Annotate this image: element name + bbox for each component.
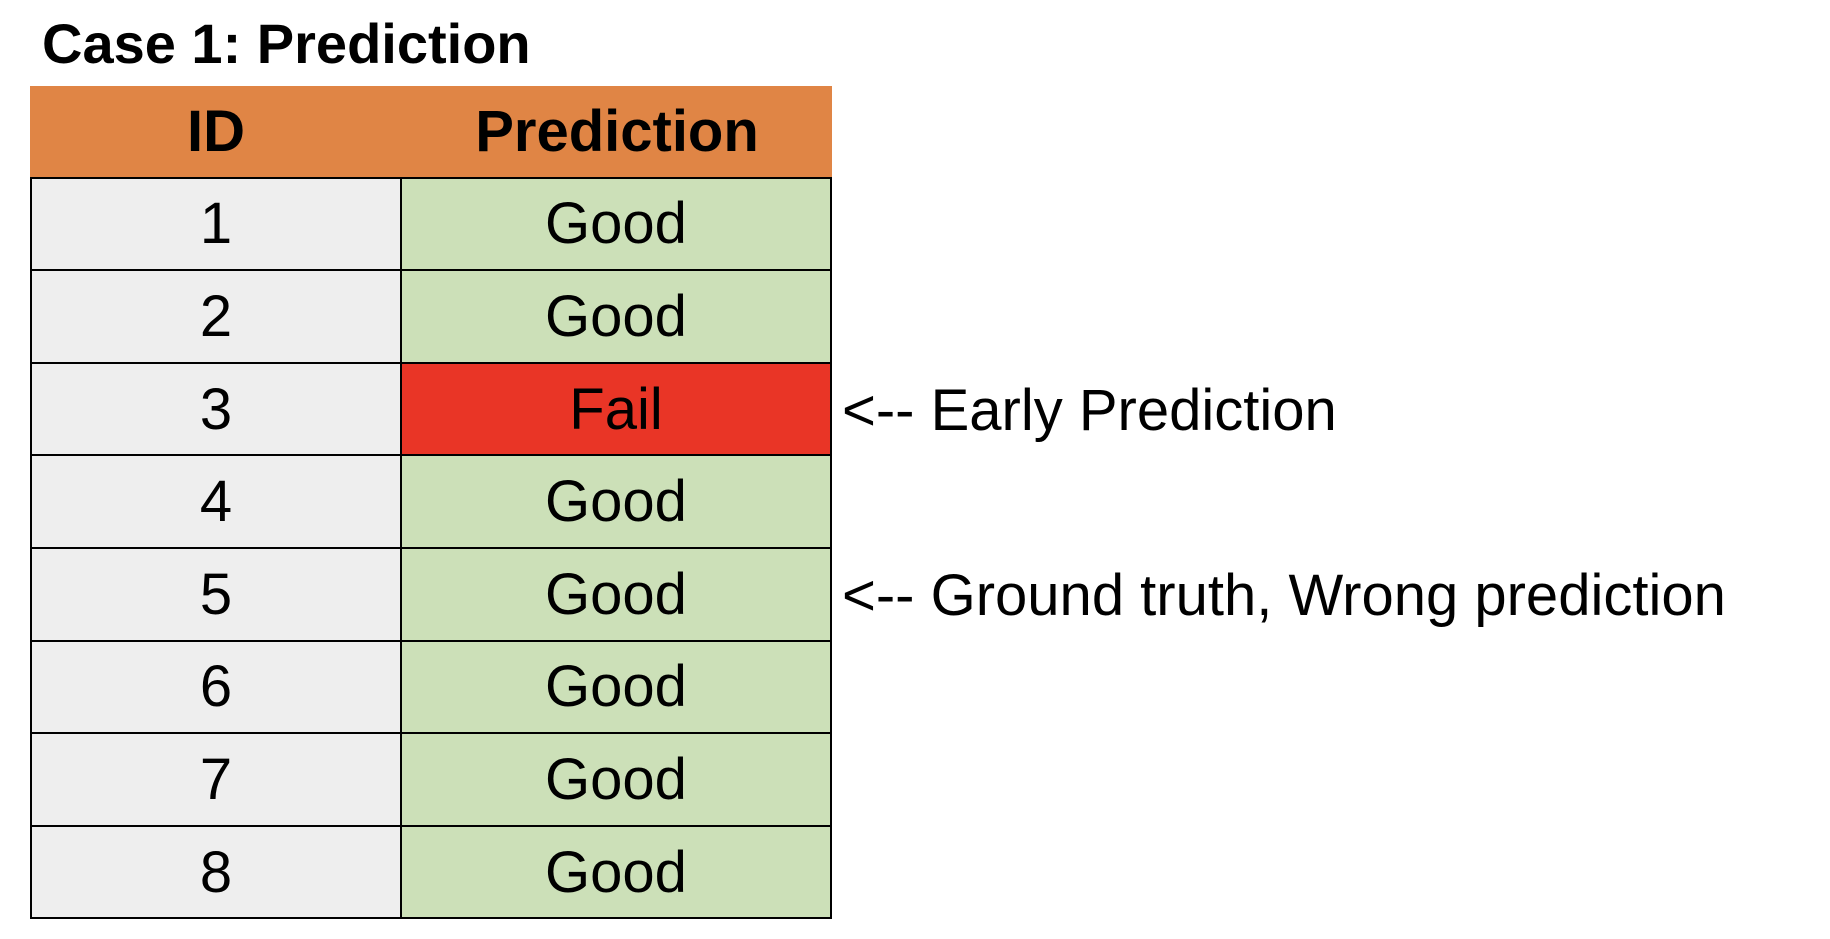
row-prediction-cell: Good [402,178,832,272]
row-prediction-cell: Good [402,456,832,549]
table-row: 6 Good [30,641,832,735]
header-id: ID [30,86,402,179]
row-prediction-cell: Good [402,734,832,827]
row-id-cell: 1 [30,178,402,272]
row-id-cell: 7 [30,734,402,827]
prediction-table: ID Prediction 1 Good 2 Good 3 Fail 4 Goo… [30,86,832,920]
table-header-row: ID Prediction [30,86,832,179]
table-row: 7 Good [30,734,832,827]
table-row: 5 Good [30,548,832,642]
annotation-ground-truth: <-- Ground truth, Wrong prediction [842,562,1726,628]
row-id-cell: 5 [30,548,402,642]
table-row: 2 Good [30,271,832,364]
row-id-cell: 8 [30,826,402,920]
row-prediction-cell: Fail [402,363,832,457]
table-row: 8 Good [30,826,832,920]
header-prediction: Prediction [402,86,832,179]
table-row: 3 Fail [30,363,832,457]
row-prediction-cell: Good [402,271,832,364]
table-row: 1 Good [30,178,832,272]
row-prediction-cell: Good [402,826,832,920]
row-prediction-cell: Good [402,641,832,735]
page-title: Case 1: Prediction [42,12,531,75]
row-id-cell: 6 [30,641,402,735]
row-prediction-cell: Good [402,548,832,642]
annotation-early-prediction: <-- Early Prediction [842,377,1337,443]
row-id-cell: 3 [30,363,402,457]
table-row: 4 Good [30,456,832,549]
row-id-cell: 4 [30,456,402,549]
row-id-cell: 2 [30,271,402,364]
